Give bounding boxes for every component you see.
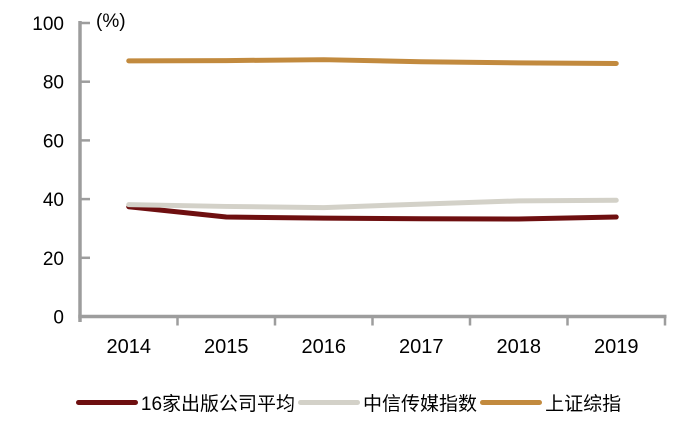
y-tick-label: 20 <box>43 249 64 270</box>
y-axis-unit-label: (%) <box>96 11 126 32</box>
series-line-publishers-avg <box>126 204 619 222</box>
x-tick-label: 2015 <box>204 336 249 358</box>
series-line-sse-composite <box>126 57 619 67</box>
legend-swatch-sse-composite <box>480 400 543 405</box>
y-tick-label: 60 <box>43 131 64 152</box>
chart-axes: 0 20 40 60 80 100 2014 2015 2016 2017 2018 2019 <box>32 14 667 358</box>
y-tick-label: 100 <box>32 14 64 35</box>
chart-legend: 16家出版公司平均 中信传媒指数 上证综指 <box>0 389 700 416</box>
legend-item-publishers-avg: 16家出版公司平均 <box>75 389 298 416</box>
chart-series <box>126 57 619 222</box>
y-tick-label: 0 <box>53 308 64 329</box>
legend-swatch-publishers-avg <box>75 400 138 405</box>
legend-label-sse-composite: 上证综指 <box>545 394 622 415</box>
y-tick-label: 80 <box>43 73 64 94</box>
legend-swatch-citic-media-index <box>298 400 361 405</box>
y-tick-label: 40 <box>43 190 64 211</box>
series-line-citic-media-index <box>126 197 619 211</box>
legend-item-sse-composite: 上证综指 <box>480 389 624 416</box>
x-tick-label: 2014 <box>107 336 152 358</box>
legend-label-citic-media-index: 中信传媒指数 <box>363 394 478 415</box>
x-tick-label: 2017 <box>399 336 444 358</box>
line-chart: 0 20 40 60 80 100 2014 2015 2016 2017 2018 2019 (%) <box>32 11 667 358</box>
x-tick-label: 2019 <box>594 336 639 358</box>
legend-label-publishers-avg: 16家出版公司平均 <box>140 394 296 415</box>
legend-item-citic-media-index: 中信传媒指数 <box>298 389 480 416</box>
x-tick-label: 2018 <box>497 336 542 358</box>
x-tick-label: 2016 <box>302 336 347 358</box>
